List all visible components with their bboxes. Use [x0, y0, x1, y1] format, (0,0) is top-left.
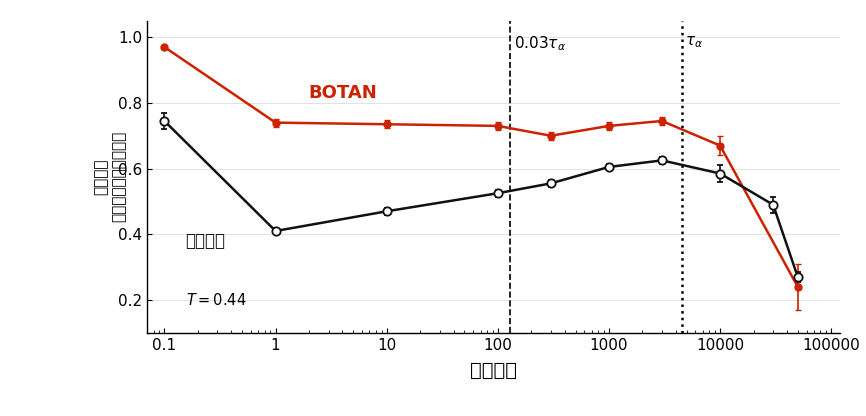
- Text: BOTAN: BOTAN: [308, 84, 377, 102]
- X-axis label: 経過時間: 経過時間: [470, 361, 517, 380]
- Text: $0.03\tau_{\alpha}$: $0.03\tau_{\alpha}$: [514, 34, 565, 53]
- Text: 先行研究: 先行研究: [185, 232, 225, 250]
- Text: $\tau_{\alpha}$: $\tau_{\alpha}$: [685, 34, 703, 50]
- Y-axis label: 予測精度
（ピアソン相関係数）: 予測精度 （ピアソン相関係数）: [94, 131, 126, 223]
- Text: $T = 0.44$: $T = 0.44$: [185, 292, 246, 308]
